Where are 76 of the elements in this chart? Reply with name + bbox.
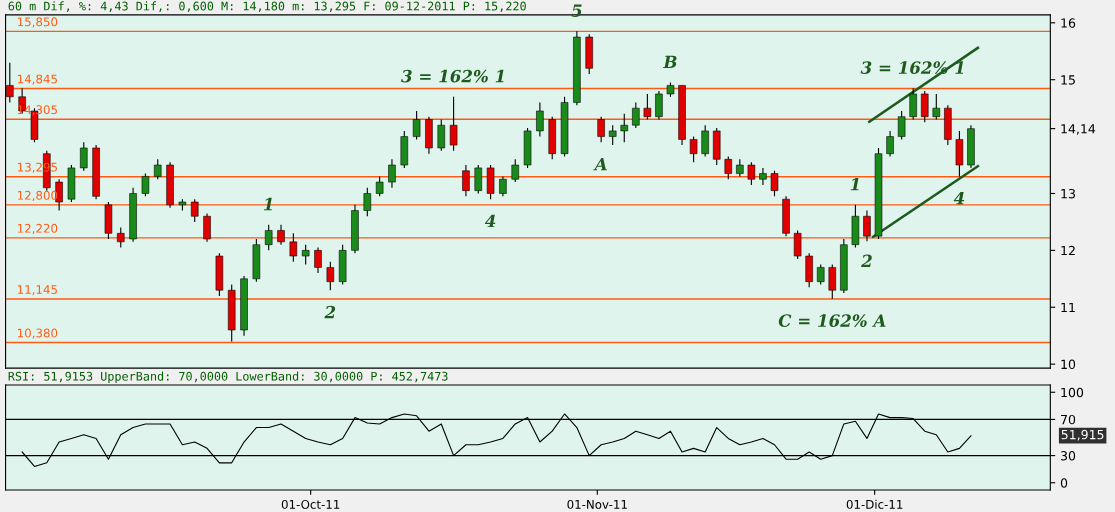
y-tick-label: 10	[1061, 359, 1076, 370]
candlestick	[449, 96, 458, 152]
candlestick	[289, 232, 298, 263]
candlestick	[190, 198, 199, 223]
candlestick	[499, 175, 507, 197]
candlestick	[897, 110, 906, 140]
x-tick-label: 01-Nov-11	[567, 499, 627, 509]
candlestick	[363, 187, 372, 217]
candlestick	[643, 93, 652, 121]
candlestick	[632, 101, 640, 129]
candlestick	[117, 227, 125, 249]
candlestick	[264, 224, 273, 251]
candlestick	[921, 90, 929, 123]
x-tick-label: 01-Oct-11	[281, 499, 340, 509]
chart-title: RSI: 51,9153 UpperBand: 70,0000 LowerBand: 30,0000 P: 452,7473	[8, 371, 448, 383]
candlestick	[597, 116, 605, 143]
x-tick-label: 01-Dic-11	[846, 499, 903, 509]
ref-line-label: 10,380	[17, 328, 58, 339]
ref-line-label: 11,145	[17, 285, 57, 296]
candlestick	[816, 264, 825, 286]
chart-title: 60 m Dif, %: 4,43 Dif,: 0,600 M: 14,180 m: 13,295 F: 09-12-2011 P: 15,220	[8, 1, 526, 12]
candlestick	[141, 173, 150, 197]
candlestick	[608, 124, 617, 146]
annotation: 3 = 162% 1	[401, 69, 504, 83]
candlestick	[689, 136, 698, 163]
candlestick	[747, 161, 756, 186]
y-tick-label: 11	[1061, 302, 1075, 313]
candlestick	[511, 158, 519, 183]
candlestick	[277, 224, 285, 246]
annotation: A	[593, 158, 607, 171]
annotation: B	[663, 55, 677, 68]
candlestick	[388, 158, 396, 189]
candlestick	[203, 212, 211, 243]
candlestick	[474, 164, 482, 195]
candlestick	[462, 164, 470, 197]
candlestick	[655, 90, 663, 121]
candlestick	[909, 87, 917, 121]
text: 51,915	[1061, 429, 1104, 441]
candlestick	[828, 264, 837, 300]
candlestick	[437, 118, 446, 152]
candlestick	[326, 261, 335, 291]
annotation: 2	[861, 254, 872, 267]
candlestick	[724, 155, 733, 180]
candlestick	[701, 124, 709, 158]
y-tick-label: 15	[1061, 75, 1075, 85]
candlestick	[412, 110, 421, 140]
candlestick	[886, 130, 894, 158]
candlestick	[314, 246, 322, 274]
y-tick-label: 0	[1060, 478, 1068, 488]
y-tick-label: 30	[1061, 451, 1076, 461]
candlestick	[301, 244, 310, 266]
candlestick	[863, 209, 871, 242]
y-tick-label: 100	[1061, 387, 1084, 398]
candlestick	[759, 167, 767, 186]
ref-line-label: 14,845	[17, 74, 57, 85]
annotation: 3 = 162% 1	[860, 61, 964, 74]
y-tick-label: 14,14	[1061, 124, 1096, 135]
y-tick-label: 12	[1061, 245, 1075, 256]
candlestick	[536, 101, 544, 138]
y-tick-label: 70	[1061, 414, 1076, 425]
candlestick	[375, 175, 384, 197]
ref-line-label: 15,850	[17, 17, 58, 28]
candlestick	[793, 229, 802, 260]
candlestick	[770, 170, 779, 197]
annotation: 4	[484, 214, 496, 228]
annotation: C = 162% A	[778, 314, 886, 327]
annotation: 2	[324, 305, 336, 319]
annotation: 1	[850, 177, 859, 191]
annotation: 4	[953, 191, 965, 205]
candlestick	[932, 93, 941, 121]
y-tick-label: 13	[1061, 188, 1075, 199]
ref-line-label: 12,220	[17, 223, 58, 234]
candlestick	[154, 158, 162, 180]
candlestick	[620, 113, 629, 143]
candlestick	[80, 141, 88, 172]
y-tick-label: 16	[1061, 18, 1076, 28]
